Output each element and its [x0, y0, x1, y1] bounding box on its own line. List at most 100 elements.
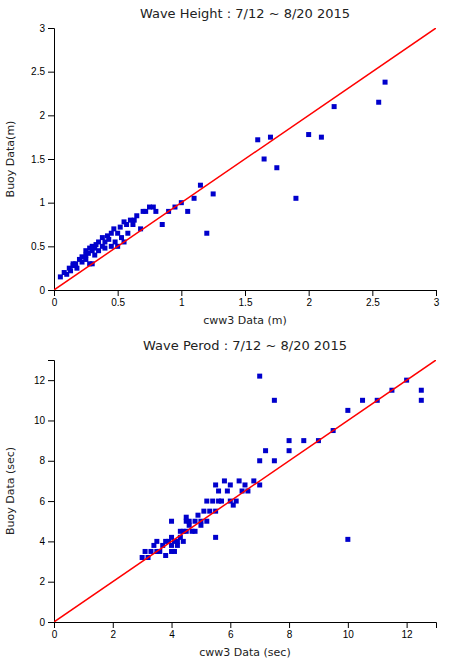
tick-label: 1.5 — [31, 154, 45, 165]
tick-label: 0.5 — [111, 297, 125, 308]
point — [219, 499, 224, 504]
tick-mark — [48, 501, 54, 502]
point — [201, 509, 206, 514]
tick-mark — [436, 290, 437, 296]
point — [154, 539, 159, 544]
tick-mark — [48, 246, 54, 247]
point — [125, 231, 130, 236]
point — [234, 499, 239, 504]
tick: 2.5 — [31, 66, 54, 77]
tick: 12 — [402, 622, 414, 640]
point — [102, 246, 107, 251]
axis-domain — [48, 29, 55, 291]
point — [96, 239, 101, 244]
tick-label: 6 — [39, 496, 45, 507]
tick-mark — [245, 290, 246, 296]
tick: 1.5 — [31, 154, 54, 165]
tick-mark — [48, 203, 54, 204]
tick-label: 1 — [39, 197, 45, 208]
point — [237, 478, 242, 483]
points — [58, 80, 388, 280]
tick-label: 1.5 — [239, 297, 253, 308]
point — [419, 388, 424, 393]
points — [140, 374, 424, 560]
tick: 6 — [39, 496, 54, 507]
point — [332, 104, 337, 109]
tick-label: 3 — [39, 23, 45, 34]
tick-mark — [289, 622, 290, 628]
point — [58, 274, 63, 279]
y-axis: 00.511.522.53 — [31, 23, 54, 296]
tick-mark — [48, 115, 54, 116]
point — [172, 549, 177, 554]
point — [213, 535, 218, 540]
tick-label: 0.5 — [31, 241, 45, 252]
tick: 2 — [110, 622, 116, 640]
axis-domain — [55, 623, 437, 629]
point — [195, 513, 200, 518]
point — [140, 555, 145, 560]
tick-mark — [181, 290, 182, 296]
tick: 3 — [434, 290, 440, 308]
tick: 4 — [39, 536, 54, 547]
marks — [54, 360, 436, 622]
plot: 00.511.522.5300.511.522.53 — [31, 23, 440, 308]
tick-mark — [372, 290, 373, 296]
point — [274, 165, 279, 170]
point — [204, 519, 209, 524]
point — [272, 458, 277, 463]
tick-mark — [118, 290, 119, 296]
tick-label: 6 — [228, 629, 234, 640]
tick-mark — [48, 622, 54, 623]
tick: 6 — [228, 622, 234, 640]
point — [376, 100, 381, 105]
point — [153, 209, 158, 214]
tick: 0 — [39, 617, 54, 628]
point — [360, 398, 365, 403]
tick: 2 — [306, 290, 312, 308]
point — [198, 523, 203, 528]
point — [345, 537, 350, 542]
point — [118, 225, 123, 230]
tick-label: 4 — [169, 629, 175, 640]
y-axis-label: Buoy Data(m) — [4, 121, 17, 198]
tick-mark — [48, 290, 54, 291]
point — [193, 519, 198, 524]
point — [228, 482, 233, 487]
y-axis: 024681012 — [34, 361, 55, 628]
marks — [54, 28, 436, 290]
point — [181, 539, 186, 544]
tick-mark — [48, 582, 54, 583]
point — [216, 489, 221, 494]
point — [204, 231, 209, 236]
point — [211, 191, 216, 196]
axis-domain — [55, 291, 437, 297]
title: Wave Perod : 7/12 ~ 8/20 2015 — [143, 338, 347, 353]
tick-label: 10 — [343, 629, 355, 640]
tick-label: 4 — [39, 536, 45, 547]
point — [169, 519, 174, 524]
point — [185, 209, 190, 214]
title: Wave Height : 7/12 ~ 8/20 2015 — [140, 6, 350, 21]
point — [383, 80, 388, 85]
point — [210, 499, 215, 504]
point — [345, 408, 350, 413]
tick-mark — [172, 622, 173, 628]
point — [262, 157, 267, 162]
point — [74, 266, 79, 271]
point — [255, 137, 260, 142]
tick: 8 — [39, 455, 54, 466]
tick-mark — [230, 622, 231, 628]
point — [113, 239, 118, 244]
figure: 00.511.522.5300.511.522.53Wave Height : … — [0, 0, 454, 664]
point — [243, 482, 248, 487]
point — [143, 549, 148, 554]
point — [222, 478, 227, 483]
point — [134, 213, 139, 218]
tick: 0 — [52, 290, 58, 308]
tick: 10 — [343, 622, 355, 640]
point — [83, 257, 88, 262]
point — [106, 237, 111, 242]
tick-mark — [48, 159, 54, 160]
point — [301, 438, 306, 443]
